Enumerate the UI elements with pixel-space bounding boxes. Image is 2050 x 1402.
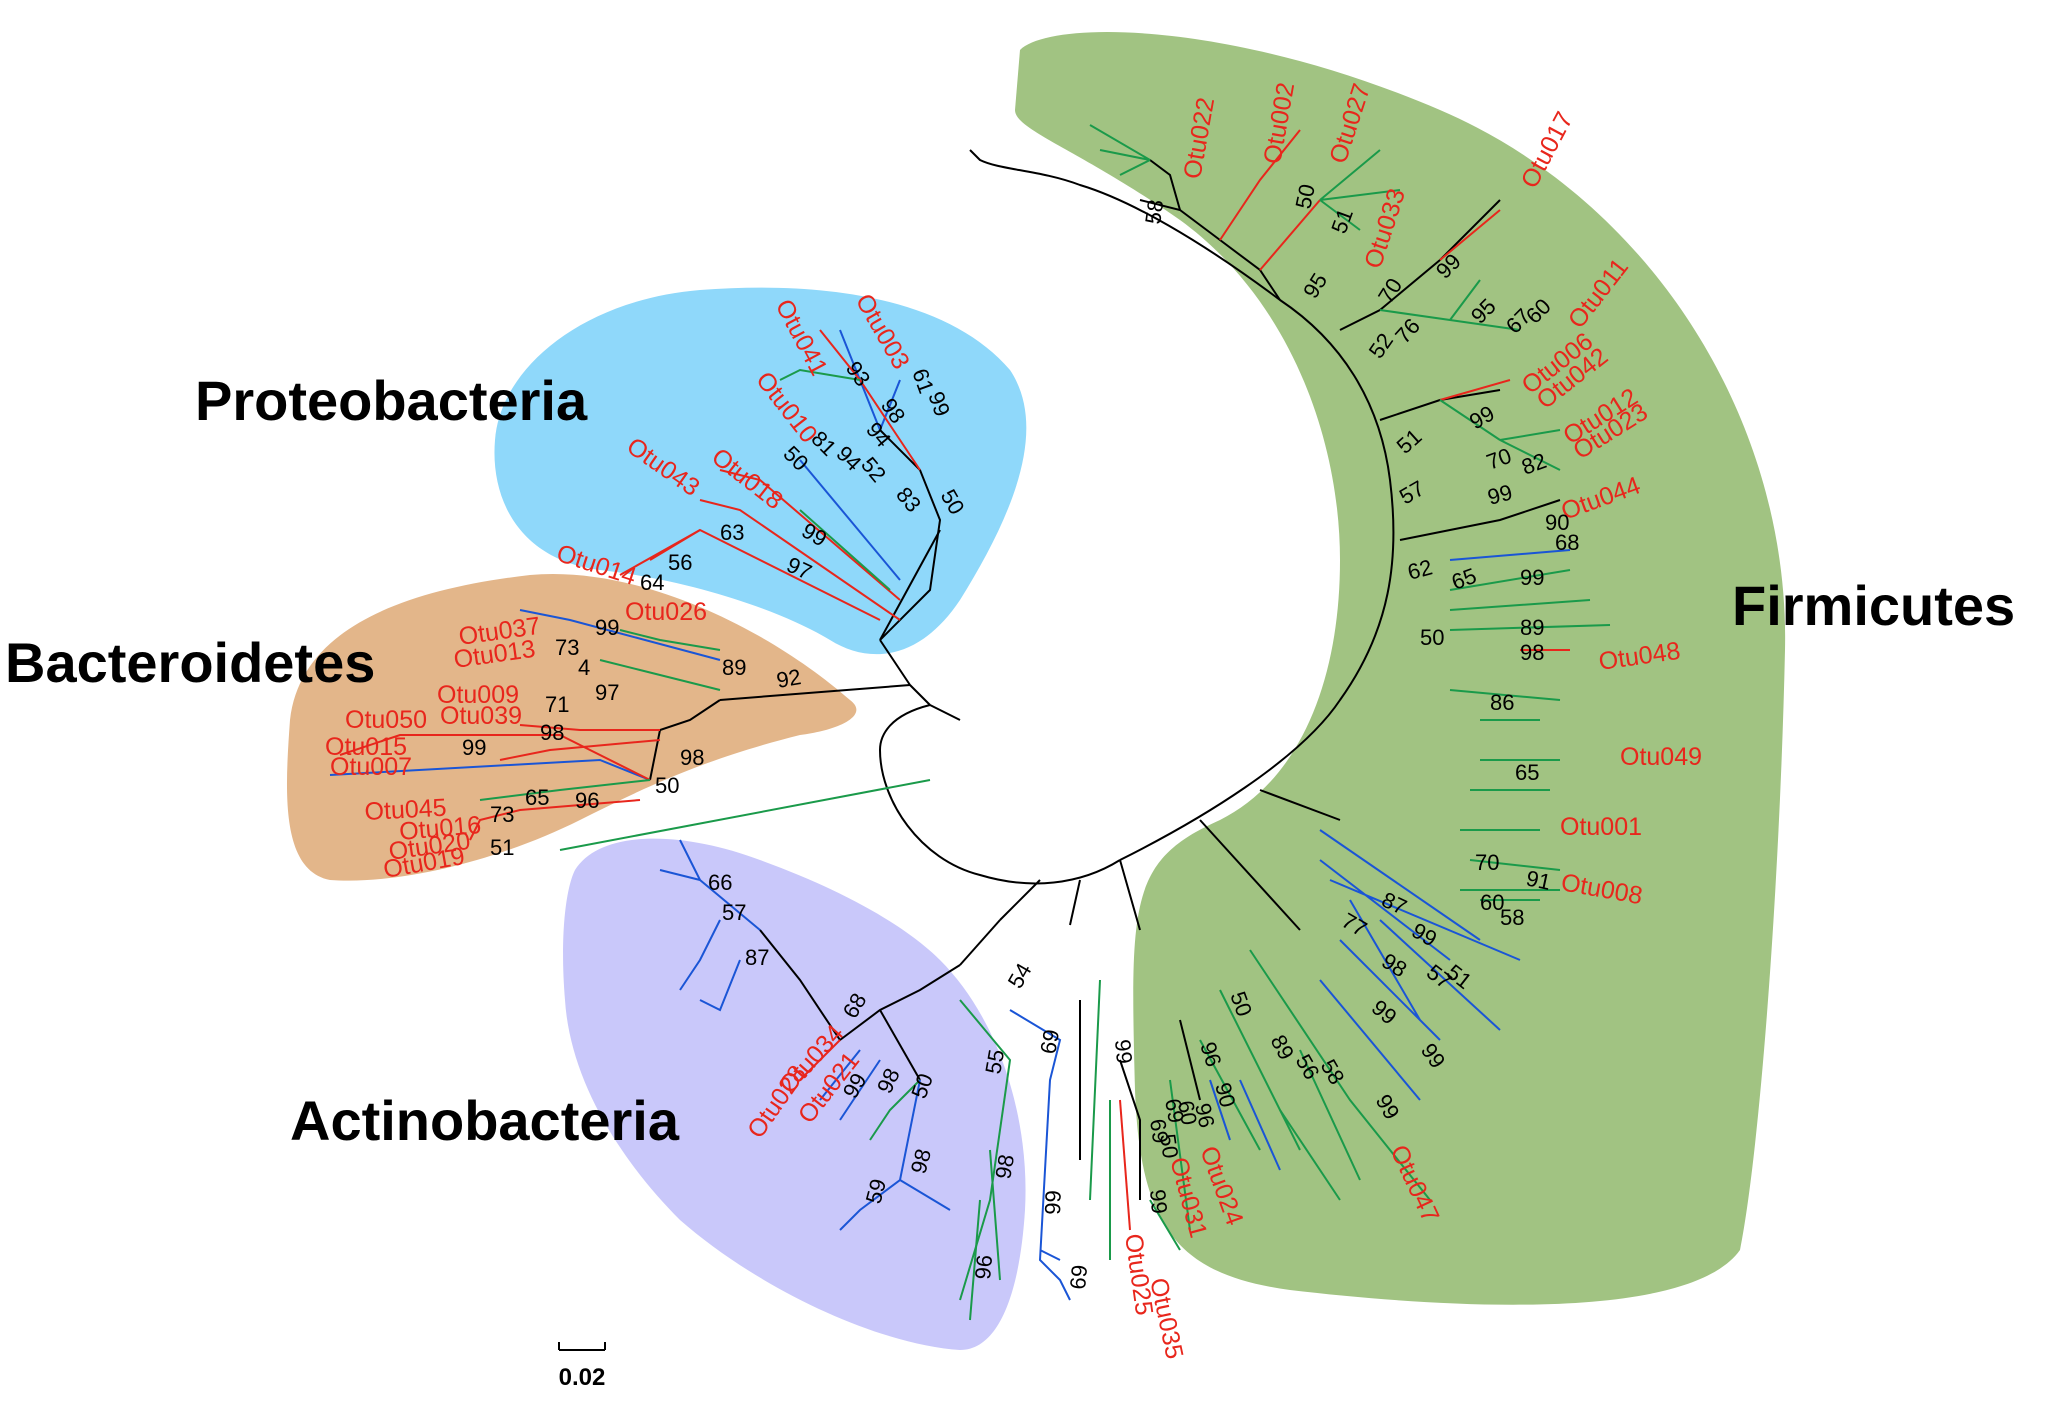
otu-label: Otu050 — [345, 706, 427, 734]
bootstrap-value: 58 — [1140, 198, 1168, 226]
bootstrap-value: 98 — [1520, 640, 1544, 665]
bootstrap-value: 57 — [722, 900, 746, 925]
actinobacteria-label: Actinobacteria — [290, 1089, 680, 1152]
bootstrap-value: 56 — [668, 550, 692, 575]
bootstrap-value: 64 — [640, 570, 664, 595]
bootstrap-value: 89 — [1520, 615, 1544, 640]
bootstrap-value: 58 — [1500, 905, 1524, 930]
bootstrap-value: 65 — [1515, 760, 1539, 785]
bootstrap-value: 86 — [1490, 690, 1514, 715]
bootstrap-value: 99 — [1145, 1188, 1172, 1215]
scale-bar-label: 0.02 — [559, 1364, 606, 1391]
bootstrap-value: 97 — [595, 680, 619, 705]
bootstrap-value: 50 — [1290, 182, 1320, 211]
bootstrap-value: 92 — [775, 664, 803, 693]
bootstrap-value: 98 — [990, 1152, 1019, 1180]
scale-bar: 0.02 — [558, 1342, 606, 1391]
bootstrap-value: 63 — [720, 520, 744, 545]
bootstrap-value: 87 — [745, 945, 769, 970]
bootstrap-value: 70 — [1475, 850, 1499, 875]
bootstrap-value: 99 — [462, 735, 486, 760]
bootstrap-value: 50 — [1420, 625, 1444, 650]
bootstrap-value: 71 — [545, 692, 569, 717]
bootstrap-value: 89 — [722, 655, 746, 680]
otu-label: Otu001 — [1560, 813, 1642, 841]
bootstrap-value: 99 — [595, 615, 619, 640]
bootstrap-value: 69 — [1145, 1117, 1173, 1145]
bootstrap-value: 91 — [1524, 865, 1553, 895]
bootstrap-value: 66 — [708, 870, 732, 895]
bootstrap-value: 65 — [525, 785, 549, 810]
firmicutes-branches — [1079, 124, 1611, 1260]
bootstrap-value: 69 — [1035, 1027, 1064, 1055]
bootstrap-value: 73 — [555, 635, 579, 660]
bootstrap-value: 4 — [578, 655, 590, 680]
bootstrap-value: 96 — [970, 1254, 997, 1281]
bootstrap-value: 69 — [1160, 1097, 1189, 1125]
proteobacteria-label: Proteobacteria — [195, 369, 588, 432]
actinobacteria-clade-background — [563, 838, 1026, 1350]
bootstrap-value: 96 — [575, 788, 599, 813]
bacteroidetes-clade-background — [286, 573, 857, 881]
otu-label: Otu025 — [1119, 1232, 1158, 1317]
bootstrap-value: 60 — [1173, 1099, 1202, 1127]
proteobacteria-branches — [619, 329, 942, 641]
bootstrap-value: 73 — [490, 802, 514, 827]
bootstrap-value: 69 — [1065, 1264, 1092, 1291]
otu-label: Otu049 — [1620, 743, 1702, 771]
bootstrap-value: 99 — [1040, 1190, 1066, 1215]
actinobacteria-branches — [659, 839, 1071, 1321]
bootstrap-value: 54 — [1003, 959, 1037, 993]
bootstrap-value: 98 — [680, 745, 704, 770]
otu-label: Otu026 — [625, 598, 707, 626]
bootstrap-value: 96 — [1190, 1101, 1220, 1130]
bootstrap-value: 50 — [655, 773, 679, 798]
bacteroidetes-branches — [329, 609, 931, 851]
bootstrap-value: 60 — [1480, 890, 1504, 915]
bootstrap-value: 98 — [540, 720, 564, 745]
bootstrap-value: 99 — [1110, 1038, 1137, 1065]
bootstrap-value: 90 — [1545, 510, 1569, 535]
otu-label: Otu007 — [330, 753, 412, 781]
bacteroidetes-bootstrap-values: 99 73 4 89 92 71 97 98 99 98 50 65 96 73… — [462, 615, 803, 860]
tree-backbone — [719, 149, 1395, 966]
bacteroidetes-label: Bacteroidetes — [5, 631, 375, 694]
otu-label: Otu039 — [440, 702, 522, 730]
proteobacteria-clade-background — [494, 287, 1027, 655]
otu-label: Otu009 — [437, 681, 519, 709]
otu-label: Otu015 — [325, 733, 407, 761]
firmicutes-label: Firmicutes — [1732, 574, 2015, 637]
firmicutes-clade-background — [1015, 32, 1786, 1305]
bootstrap-value: 50 — [1155, 1132, 1183, 1160]
bootstrap-value: 55 — [980, 1047, 1009, 1075]
otu-label: Otu045 — [364, 794, 447, 826]
bootstrap-value: 68 — [1555, 530, 1579, 555]
bootstrap-value: 99 — [1520, 565, 1544, 590]
bootstrap-value: 51 — [490, 835, 514, 860]
